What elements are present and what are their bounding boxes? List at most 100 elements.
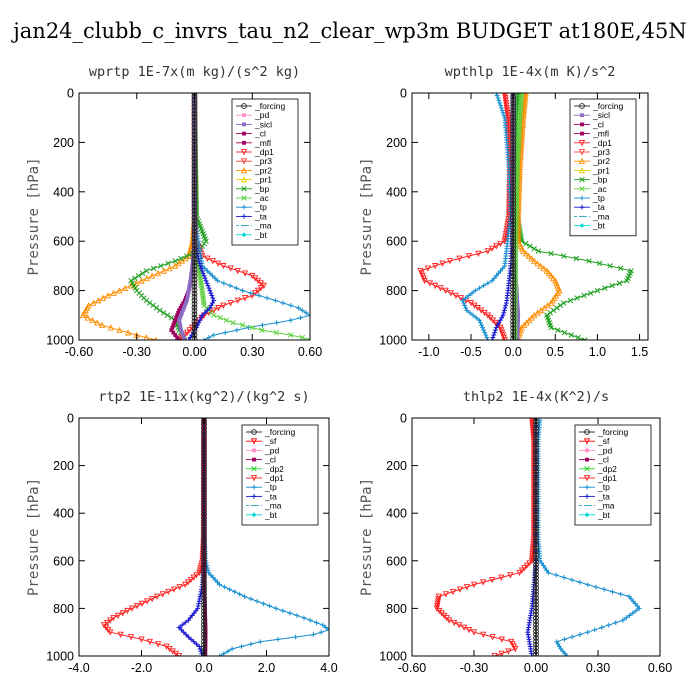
legend-marker [250, 475, 258, 482]
series-dp1 [100, 418, 208, 656]
data-point-forcing [510, 228, 516, 235]
data-point-forcing [191, 214, 198, 221]
data-point-tp [493, 273, 499, 279]
data-point-pr2 [528, 314, 535, 321]
data-point-sicl [179, 328, 183, 333]
data-point-cl [171, 323, 176, 328]
data-point-bp [548, 250, 554, 257]
data-point-ta [183, 632, 189, 637]
data-point-forcing [510, 231, 516, 238]
panel-title: thlp2 1E-4x(K^2)/s [463, 389, 609, 405]
data-point-forcing [191, 269, 198, 276]
data-point-forcing [191, 152, 198, 159]
data-point-dp1 [446, 617, 453, 624]
data-point-sicl [516, 320, 520, 325]
legend-marker [578, 157, 586, 165]
data-point-dp1 [498, 636, 506, 643]
series-forcing [510, 93, 516, 340]
data-point-tp [267, 603, 273, 609]
legend-entry: _bt [597, 510, 610, 520]
y-tick-label: 800 [53, 602, 74, 616]
data-point-ac [223, 317, 230, 323]
data-point-forcing [533, 498, 539, 505]
data-point-forcing [201, 565, 207, 571]
data-point-cl [175, 313, 180, 318]
data-point-forcing [191, 263, 198, 269]
data-point-forcing [533, 565, 539, 571]
data-point-tp [461, 300, 467, 306]
data-point-dp1 [170, 586, 178, 593]
data-point-sicl [182, 338, 187, 340]
data-point-tp [222, 330, 228, 335]
data-point-bp [594, 287, 601, 294]
data-point-pr2 [520, 321, 528, 329]
y-tick-label: 0 [67, 87, 74, 101]
data-point-forcing [201, 558, 207, 565]
data-point-sicl [188, 281, 193, 286]
data-point-forcing [533, 535, 539, 541]
data-point-forcing [510, 103, 516, 110]
x-tick-label: 0.0 [504, 345, 521, 359]
data-point-tp [498, 105, 504, 111]
series-line-ta [178, 418, 205, 656]
legend-entry: _sicl [592, 110, 610, 120]
data-point-bp [560, 253, 567, 259]
data-point-forcing [191, 318, 198, 325]
data-point-tp [460, 298, 465, 303]
legend-entry: _ta [592, 202, 605, 212]
data-point-forcing [533, 488, 539, 495]
data-point-forcing [201, 581, 207, 588]
data-point-forcing [191, 221, 198, 228]
data-point-ta [201, 273, 207, 279]
data-point-forcing [510, 128, 516, 134]
data-point-tp [463, 305, 469, 311]
y-axis-label: Pressure [hPa] [359, 478, 375, 596]
data-point-forcing [191, 103, 198, 110]
data-point-forcing [191, 287, 198, 293]
data-point-tp [501, 112, 507, 118]
legend-entry: _sf [597, 436, 610, 446]
data-point-tp [254, 598, 260, 604]
data-point-tp [215, 278, 220, 284]
data-point-forcing [191, 117, 198, 124]
data-point-tp [627, 613, 632, 618]
x-tick-label: -2.0 [131, 661, 153, 675]
data-point-forcing [533, 441, 539, 448]
plot-area [433, 418, 642, 656]
data-point-forcing [533, 518, 539, 525]
legend-marker [579, 103, 585, 109]
data-point-dp1 [442, 287, 449, 295]
data-point-tp [237, 591, 243, 597]
data-point-tp [240, 288, 246, 293]
data-point-dp1 [463, 584, 471, 591]
data-point-forcing [533, 571, 539, 578]
legend-entry: _cl [597, 455, 609, 465]
data-point-bp [535, 248, 542, 254]
data-point-bp [609, 282, 615, 289]
data-point-ta [202, 310, 208, 316]
legend-entry: _pd [597, 445, 612, 455]
data-point-ta [203, 278, 209, 284]
data-point-forcing [533, 461, 539, 468]
data-point-forcing [533, 465, 539, 471]
data-point-tp [221, 280, 227, 286]
data-point-tp [484, 335, 490, 340]
data-point-tp [275, 636, 281, 642]
data-point-forcing [510, 304, 516, 311]
legend-marker [579, 176, 585, 183]
data-point-forcing [510, 186, 516, 193]
data-point-forcing [533, 508, 539, 515]
data-point-tp [318, 629, 324, 635]
legend-marker [579, 186, 585, 192]
data-point-forcing [191, 166, 198, 172]
data-point-forcing [533, 495, 539, 501]
data-point-dp1 [426, 280, 434, 287]
data-point-ta [199, 312, 205, 318]
data-point-tp [633, 608, 639, 614]
legend-marker [584, 429, 590, 435]
data-point-ta [493, 325, 499, 331]
data-point-ta [497, 317, 503, 323]
data-point-ta [207, 288, 213, 293]
data-point-bp [178, 255, 184, 262]
